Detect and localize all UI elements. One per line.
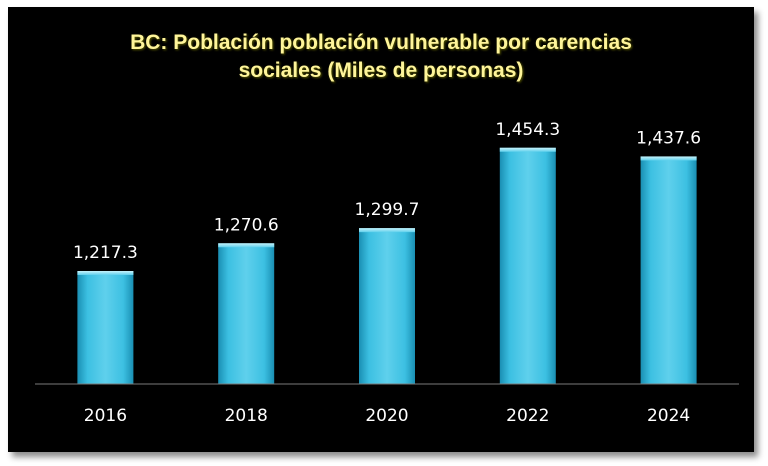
data-label-2024: 1,437.6 [636, 128, 701, 148]
bar-2020 [359, 228, 415, 384]
bar-cap-2020 [359, 228, 415, 233]
data-label-2018: 1,270.6 [214, 215, 279, 235]
data-label-2022: 1,454.3 [495, 120, 560, 140]
data-label-2016: 1,217.3 [73, 243, 138, 263]
chart-frame: BC: Población población vulnerable por c… [8, 7, 754, 452]
x-tick-label-2022: 2022 [506, 406, 549, 426]
x-tick-label-2016: 2016 [84, 406, 127, 426]
chart-title: BC: Población población vulnerable por c… [8, 29, 754, 85]
plot-area: 1,217.3 2016 1,270.6 2018 1,299.7 2020 1,454.3… [35, 120, 739, 426]
bar-2018 [218, 243, 275, 384]
bar-2022 [499, 147, 556, 384]
bar-cap-2022 [499, 147, 556, 152]
chart-title-line-2: sociales (Miles de personas) [238, 59, 524, 82]
x-tick-label-2018: 2018 [225, 406, 268, 426]
bar-cap-2016 [77, 271, 134, 276]
x-tick-label-2024: 2024 [647, 406, 690, 426]
chart-title-line-1: BC: Población población vulnerable por c… [130, 31, 632, 54]
bar-2016 [77, 271, 134, 384]
bar-cap-2018 [218, 243, 275, 248]
data-label-2020: 1,299.7 [355, 200, 420, 220]
x-tick-label-2020: 2020 [365, 406, 408, 426]
bar-2024 [640, 156, 697, 384]
bar-cap-2024 [640, 156, 697, 161]
